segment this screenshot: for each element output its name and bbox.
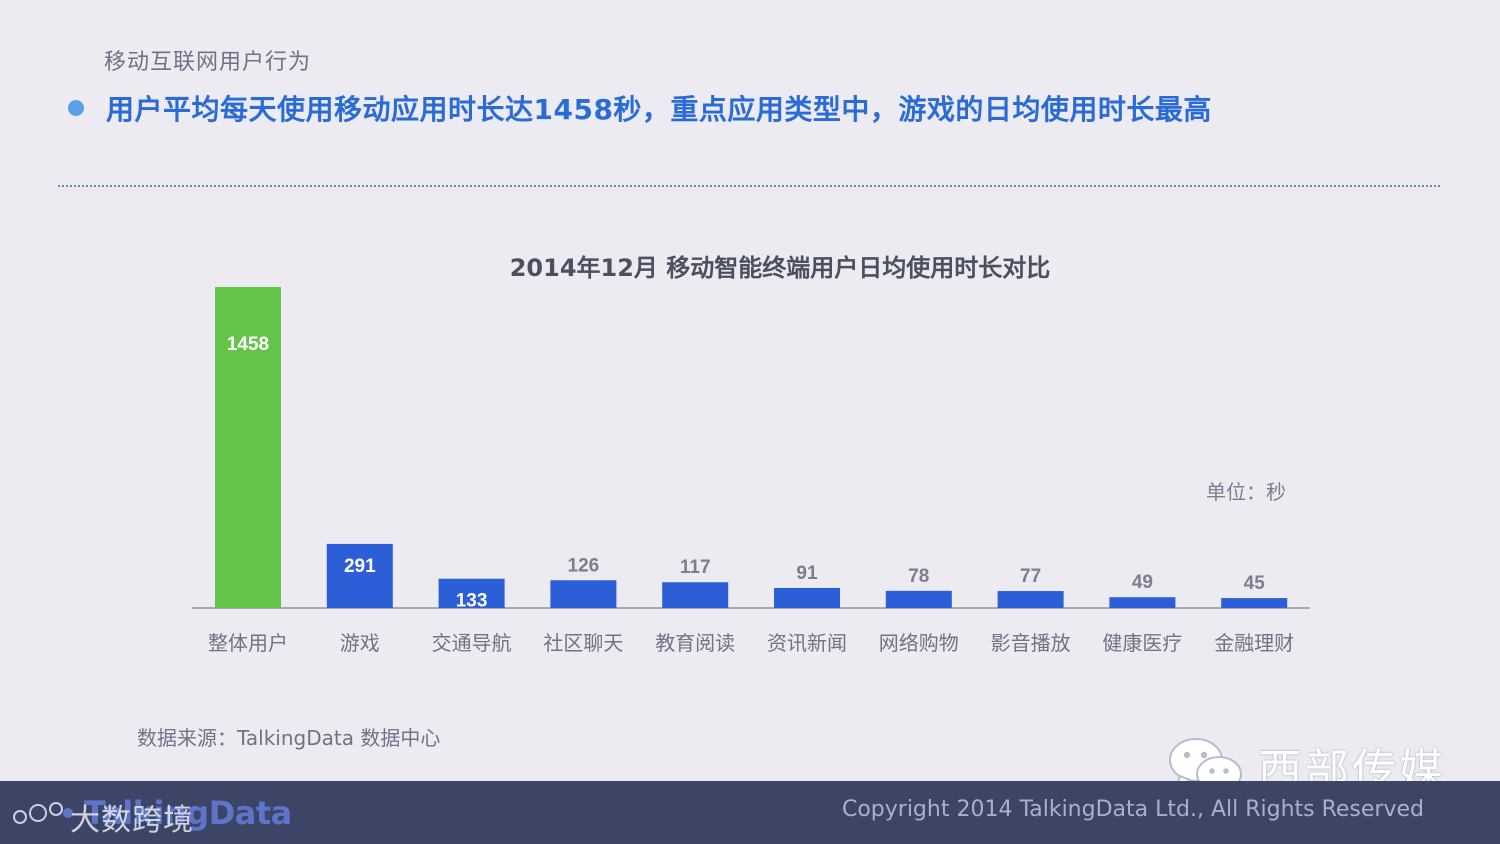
headline-text: 用户平均每天使用移动应用时长达1458秒，重点应用类型中，游戏的日均使用时长最高 (106, 93, 1212, 126)
category-label-8: 健康医疗 (1102, 631, 1182, 655)
footer: TalkingData 大数跨境 Copyright 2014 TalkingD… (0, 781, 1500, 844)
bullet-icon (68, 100, 84, 116)
data-label-8: 49 (1132, 572, 1153, 593)
bar-8 (1109, 597, 1176, 608)
category-label-6: 网络购物 (879, 631, 959, 655)
category-label-0: 整体用户 (208, 631, 288, 655)
category-label-5: 资讯新闻 (767, 631, 847, 655)
copyright: Copyright 2014 TalkingData Ltd., All Rig… (841, 797, 1424, 822)
footer-logo: TalkingData (12, 791, 292, 835)
category-label-7: 影音播放 (991, 631, 1071, 655)
bar-6 (885, 590, 952, 608)
data-label-6: 78 (908, 566, 929, 587)
logo-dots-icon (12, 791, 76, 835)
bar-chart: 1458 整体用户 291 游戏 133 交通导航 126 社区聊天 117 教育阅读 91 资讯新闻… (192, 287, 1310, 655)
category-label-9: 金融理财 (1214, 631, 1294, 655)
bar-2 (438, 578, 505, 608)
bar-5 (774, 587, 840, 608)
data-source: 数据来源：TalkingData 数据中心 (137, 726, 441, 750)
bar-0 (215, 287, 281, 608)
bar-7 (997, 591, 1064, 608)
bar-4 (662, 582, 729, 608)
data-label-5: 91 (796, 563, 818, 584)
category-label-1: 游戏 (340, 631, 380, 655)
bar-1 (326, 543, 393, 608)
headline: 用户平均每天使用移动应用时长达1458秒，重点应用类型中，游戏的日均使用时长最高 (68, 86, 1212, 130)
data-label-3: 126 (568, 555, 600, 576)
data-label-1: 291 (344, 556, 376, 577)
category-label-2: 交通导航 (432, 631, 512, 655)
bar-9 (1221, 598, 1288, 608)
chart-title: 2014年12月 移动智能终端用户日均使用时长对比 (509, 254, 1051, 282)
data-label-4: 117 (680, 557, 711, 578)
logo-name: TalkingData (84, 794, 292, 832)
category-label-3: 社区聊天 (543, 631, 623, 655)
category-label-4: 教育阅读 (655, 631, 735, 655)
bar-3 (550, 580, 617, 608)
data-label-9: 45 (1244, 573, 1266, 594)
section-title: 移动互联网用户行为 (104, 50, 312, 75)
data-label-2: 133 (456, 591, 488, 612)
divider (58, 185, 1440, 187)
data-label-0: 1458 (227, 334, 269, 355)
logo-overlay: 大数跨境 (70, 803, 194, 838)
unit-label: 单位：秒 (1206, 480, 1286, 504)
data-label-7: 77 (1020, 566, 1041, 587)
